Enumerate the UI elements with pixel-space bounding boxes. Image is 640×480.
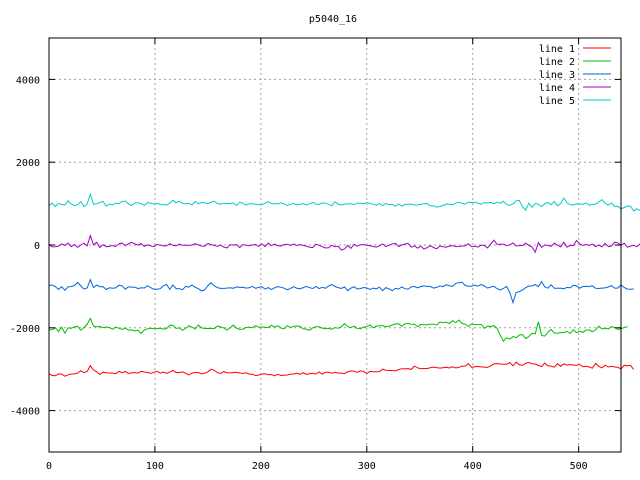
axis-ticks: 0 100 200 300 400 500 -4000 -2000 0 2000 4000 <box>10 38 621 472</box>
chart-title: p5040_16 <box>309 14 357 25</box>
series-line-5 <box>48 192 640 212</box>
x-tick-label-0: 0 <box>46 461 52 472</box>
y-tick-label-0: -4000 <box>10 407 40 418</box>
legend-label-5: line 5 <box>539 96 575 107</box>
legend-label-1: line 1 <box>539 44 575 55</box>
x-tick-label-2: 200 <box>252 461 270 472</box>
legend-label-4: line 4 <box>539 83 575 94</box>
x-tick-label-5: 500 <box>570 461 588 472</box>
series-line-1 <box>48 361 635 377</box>
y-tick-label-4: 4000 <box>16 75 40 86</box>
y-tick-label-1: -2000 <box>10 324 40 335</box>
y-tick-label-3: 2000 <box>16 158 40 169</box>
legend: line 1 line 2 line 3 line 4 line 5 <box>539 44 611 107</box>
x-tick-label-3: 300 <box>358 461 376 472</box>
legend-label-2: line 2 <box>539 57 575 68</box>
series-layer <box>48 192 640 377</box>
grid-lines <box>49 38 621 452</box>
legend-label-3: line 3 <box>539 70 575 81</box>
series-line-3 <box>48 278 634 305</box>
x-tick-label-1: 100 <box>146 461 164 472</box>
series-line-4 <box>48 233 640 254</box>
y-tick-label-2: 0 <box>34 241 40 252</box>
series-line-2 <box>48 317 628 342</box>
x-tick-label-4: 400 <box>464 461 482 472</box>
